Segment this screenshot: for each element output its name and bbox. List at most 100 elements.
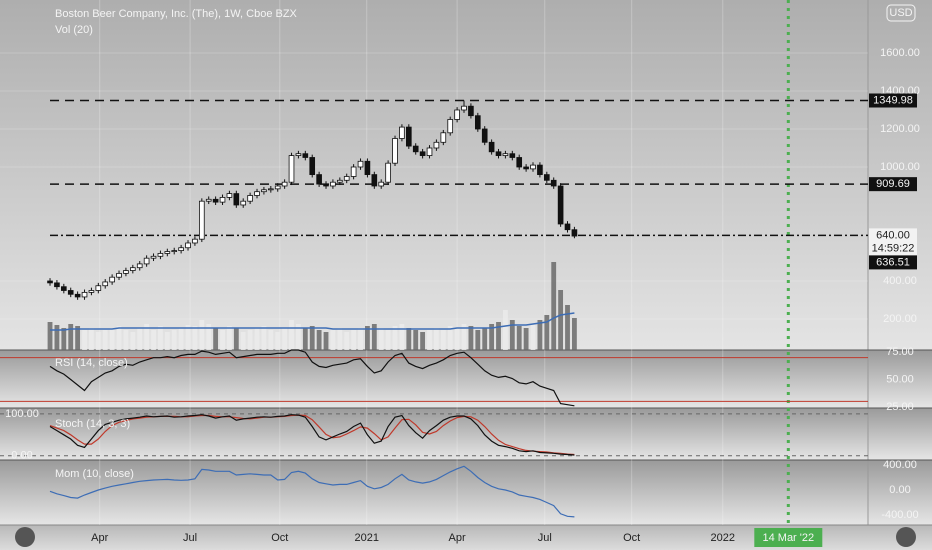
y-tick-label: -400.00 — [881, 509, 918, 521]
volume-bar — [530, 324, 536, 350]
candle-body — [330, 181, 336, 187]
volume-bar — [233, 328, 239, 350]
candle-body — [316, 174, 322, 185]
candle-body — [123, 270, 129, 274]
candle-body — [143, 257, 150, 265]
volume-bar — [95, 332, 101, 350]
y-tick-label: 400.00 — [883, 459, 917, 471]
volume-bar — [399, 324, 405, 350]
candle-body — [571, 229, 578, 237]
x-tick-label: Oct — [271, 532, 288, 544]
candle-body — [54, 282, 60, 288]
candle-body — [226, 193, 233, 198]
candle-body — [185, 242, 191, 249]
candle-body — [171, 250, 178, 252]
currency[interactable]: USD — [889, 7, 912, 19]
x-tick-label: Jul — [183, 532, 197, 544]
level-label: 909.69 — [876, 178, 910, 190]
volume-bar — [447, 326, 453, 350]
candle-body — [61, 286, 67, 291]
level-label-bg — [869, 228, 917, 243]
candle-body — [150, 255, 157, 259]
level-label-bg — [869, 93, 917, 108]
candle-body — [309, 157, 316, 175]
volume-bar — [247, 330, 253, 350]
candle-body — [488, 141, 495, 153]
volume-bar — [496, 322, 501, 350]
y-tick-label: 50.00 — [886, 373, 914, 385]
currency-badge[interactable] — [886, 4, 916, 22]
volume-bar — [54, 325, 60, 350]
volume-bar — [82, 330, 87, 350]
level-label: 640.00 — [876, 229, 910, 241]
y-tick-label: 100.00 — [5, 408, 39, 420]
candle-body — [116, 272, 122, 278]
candle-body — [419, 151, 426, 156]
volume-bar — [509, 320, 515, 350]
candle-body — [564, 223, 571, 231]
candle-body — [281, 181, 288, 187]
scroll-button[interactable] — [15, 527, 35, 547]
rsi-pane — [0, 350, 932, 408]
candle-body — [274, 185, 281, 190]
level-label-bg — [869, 177, 917, 192]
volume-bar — [385, 330, 391, 350]
candle-body — [199, 200, 205, 240]
candle-body — [426, 147, 433, 156]
volume-bar — [371, 324, 377, 350]
candle-body — [516, 157, 523, 168]
candle-body — [178, 247, 184, 251]
candle-body — [268, 188, 274, 191]
y-tick-label: 1600.00 — [880, 47, 920, 59]
candle-body — [440, 132, 447, 143]
volume-bar — [406, 328, 412, 350]
candle-body — [295, 153, 302, 156]
candle-body — [385, 162, 391, 183]
volume-bar — [144, 324, 150, 350]
volume-bar — [482, 328, 488, 350]
candle-body — [192, 238, 198, 244]
candle-body — [447, 119, 454, 134]
chart-title: Boston Beer Company, Inc. (The), 1W, Cbo… — [55, 8, 298, 20]
indicator-name: RSI (14, close) — [55, 357, 128, 369]
volume-bar — [123, 330, 129, 350]
price-pane — [0, 0, 932, 350]
volume-bar — [151, 330, 156, 350]
candle-body — [543, 174, 550, 181]
candle-body — [412, 145, 419, 153]
indicator-name: Stoch (14, 3, 3) — [55, 418, 130, 430]
volume-bar — [116, 326, 122, 350]
candle-body — [88, 290, 95, 293]
candle-body — [495, 151, 502, 156]
volume-bar — [171, 330, 177, 350]
volume-bar — [192, 326, 198, 350]
candle-body — [406, 126, 412, 147]
volume-bar — [296, 324, 301, 350]
candle-body — [247, 195, 253, 202]
volume-bar — [102, 330, 108, 350]
last-price-label: 636.51 — [876, 256, 910, 268]
volume-bar — [420, 332, 426, 350]
volume-bar — [316, 330, 322, 350]
volume-bar — [199, 320, 205, 350]
y-tick-label: 1000.00 — [880, 161, 920, 173]
candle-body — [47, 280, 53, 284]
candle-body — [537, 164, 543, 175]
x-tick-label: 2021 — [354, 532, 378, 544]
mom-pane — [0, 460, 932, 525]
settings-button[interactable] — [896, 527, 916, 547]
candle-body — [454, 109, 460, 120]
candle-body — [350, 166, 357, 177]
level-label: 1349.98 — [873, 94, 913, 106]
x-tick-label: Jul — [538, 532, 552, 544]
candle-body — [95, 285, 102, 291]
volume-bar — [337, 328, 343, 350]
volume-bar — [365, 326, 370, 350]
candle-body — [157, 253, 164, 257]
volume-bar — [75, 326, 81, 350]
y-tick-label: 0.00 — [889, 484, 910, 496]
candle-body — [337, 179, 343, 183]
candle-body — [102, 281, 109, 287]
candle-body — [433, 141, 440, 149]
